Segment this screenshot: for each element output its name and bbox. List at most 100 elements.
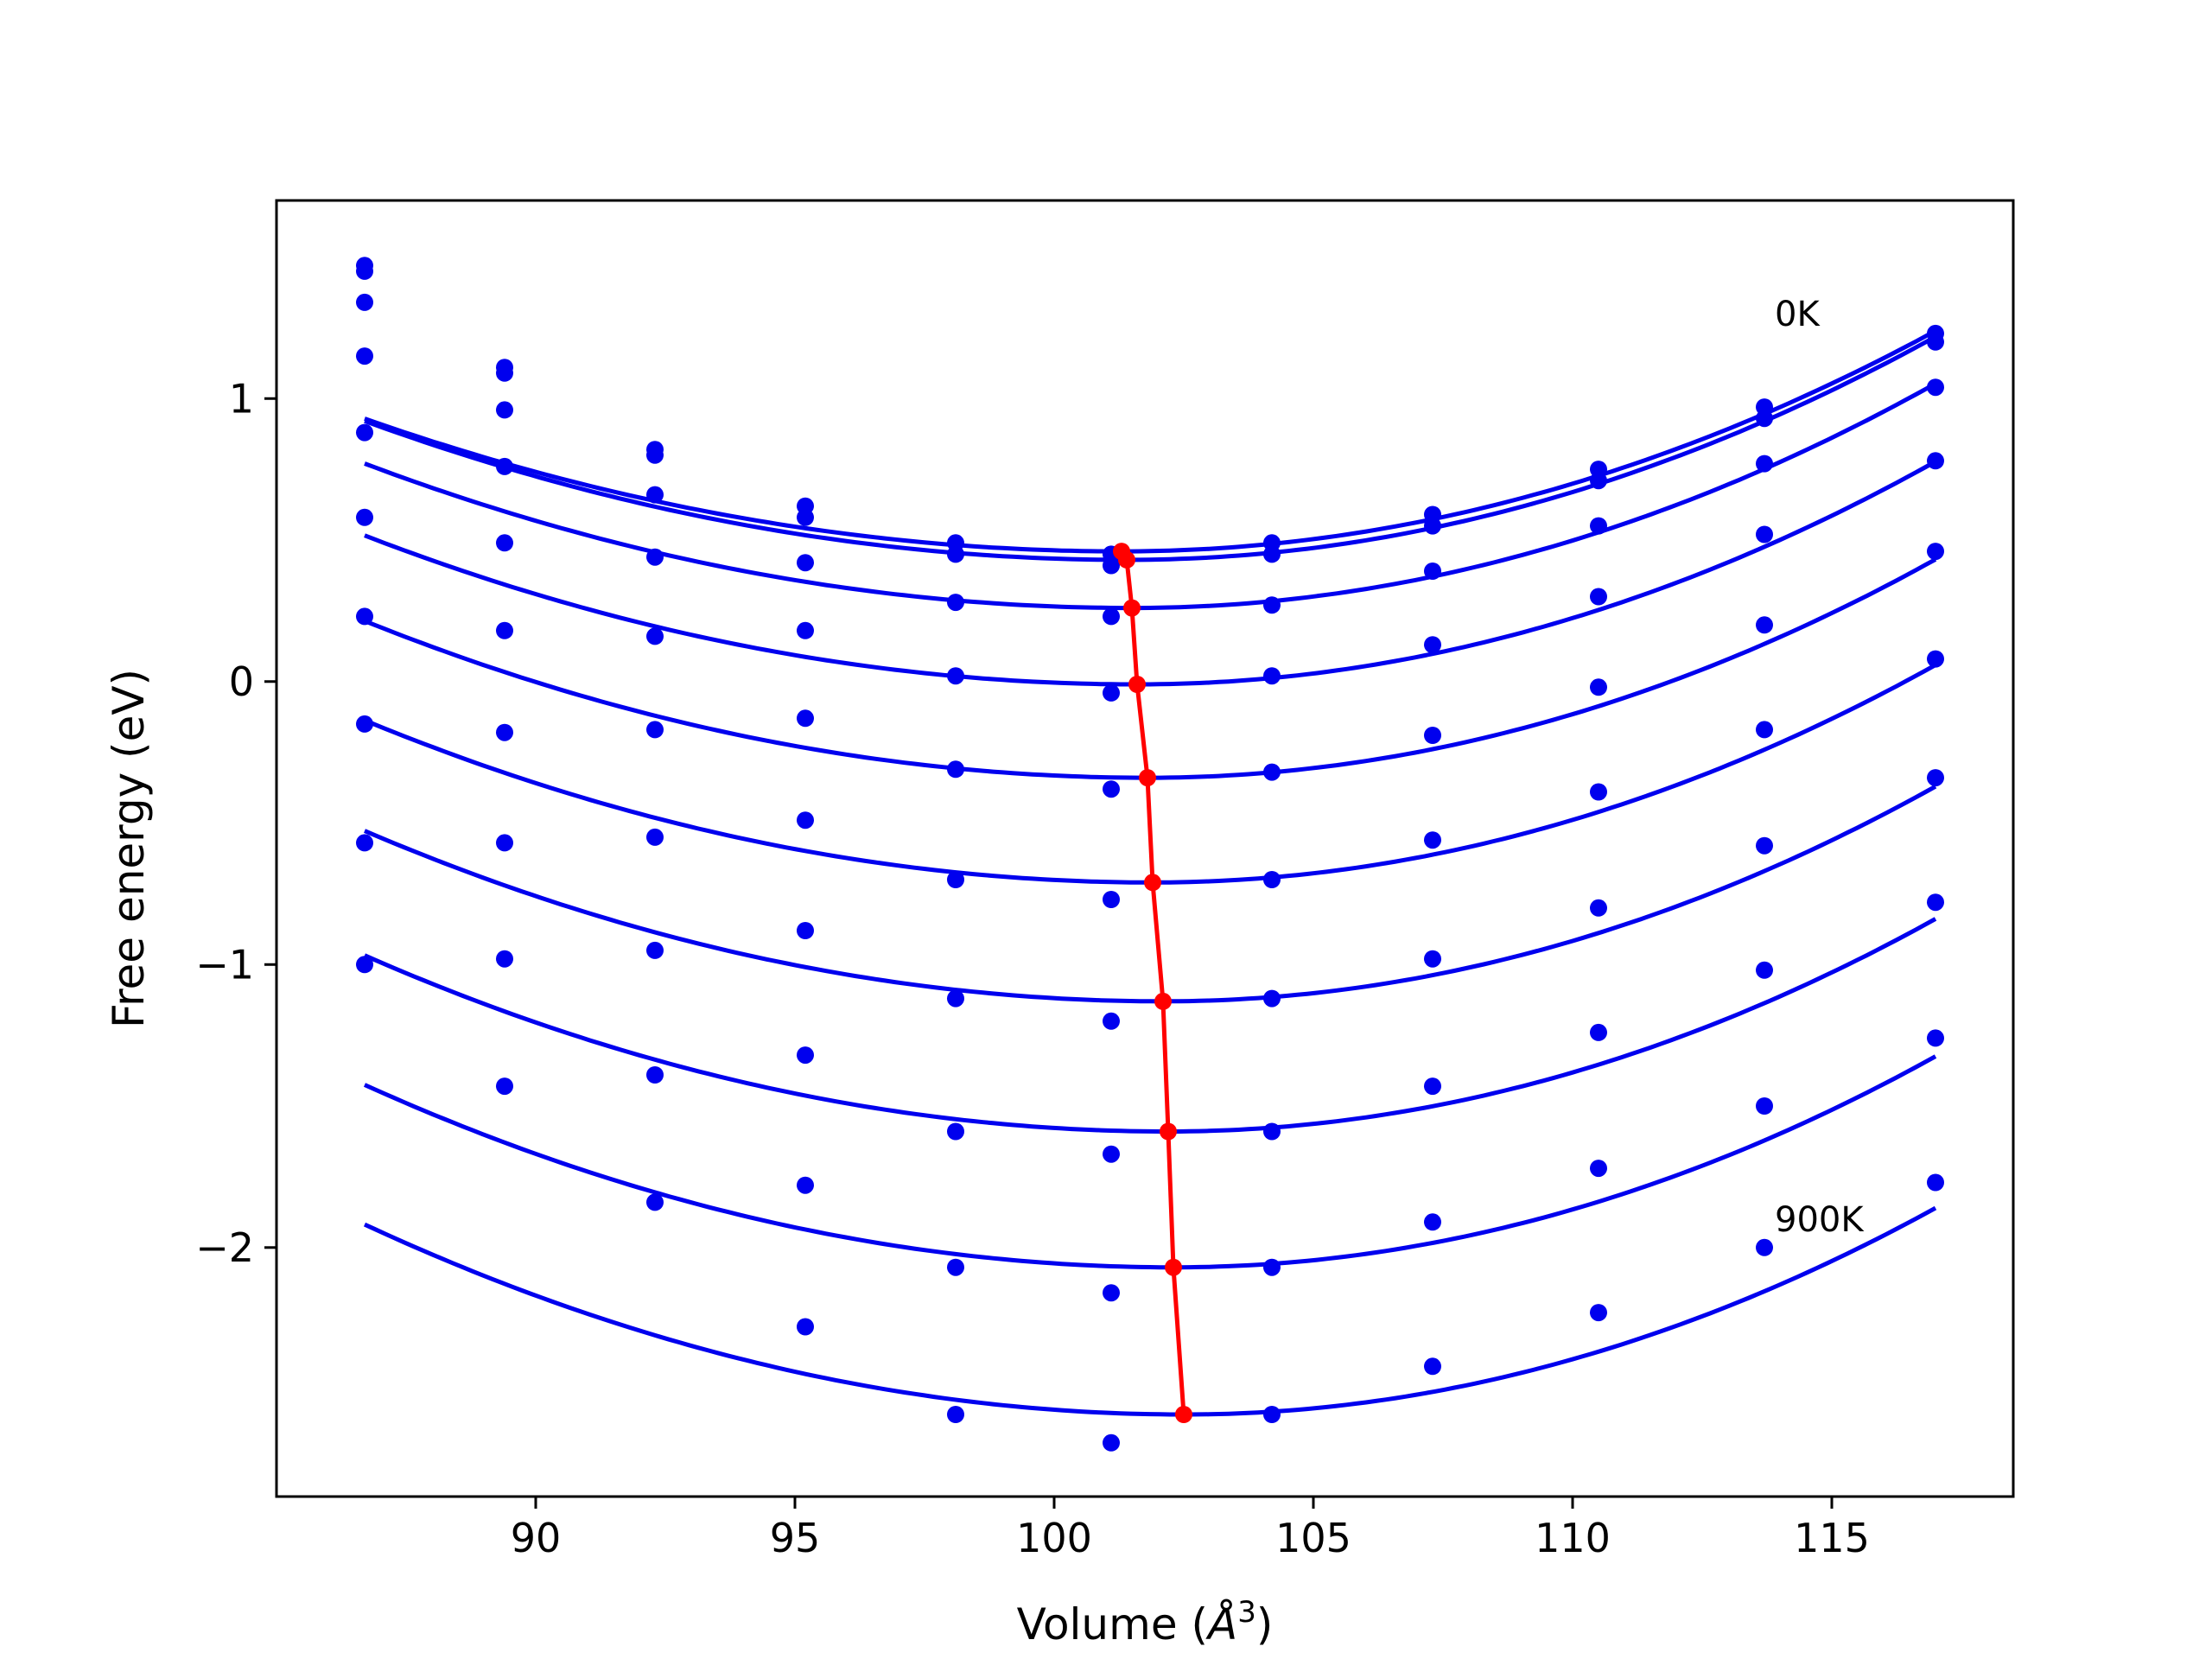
- data-point: [947, 1258, 964, 1276]
- plot-frame: [275, 199, 2015, 1498]
- data-point: [356, 834, 373, 852]
- data-point: [646, 627, 664, 645]
- data-point: [1103, 1284, 1120, 1302]
- y-tick-label: −2: [195, 1224, 254, 1271]
- data-point: [1263, 871, 1281, 888]
- data-point: [1424, 517, 1441, 535]
- data-point: [1263, 1258, 1281, 1276]
- data-point: [1424, 727, 1441, 744]
- data-point: [1590, 588, 1607, 606]
- data-point: [947, 545, 964, 563]
- data-point: [1103, 607, 1120, 626]
- data-point: [1103, 780, 1120, 798]
- data-point: [356, 508, 373, 526]
- data-point: [797, 1176, 814, 1194]
- data-point: [1927, 452, 1944, 470]
- data-point: [797, 811, 814, 830]
- data-point: [1756, 836, 1773, 855]
- data-point: [646, 1193, 664, 1211]
- data-point: [1424, 1357, 1441, 1376]
- annotation-layer: 0K 900K: [1775, 295, 1865, 1240]
- fit-curve-7: [363, 917, 1937, 1134]
- data-point: [1756, 721, 1773, 739]
- data-point: [496, 534, 513, 552]
- series-6: [356, 607, 1944, 1030]
- data-point: [356, 423, 373, 442]
- data-point: [1263, 1406, 1281, 1423]
- fit-curve-2: [364, 381, 1937, 611]
- temperature-annotation: 900K: [1775, 1200, 1865, 1240]
- data-point: [496, 457, 513, 475]
- data-point: [1263, 989, 1281, 1007]
- data-point: [1103, 1012, 1120, 1030]
- data-point: [1756, 410, 1773, 428]
- data-point: [496, 401, 513, 419]
- data-point: [1590, 678, 1607, 696]
- data-point: [496, 950, 513, 968]
- data-point: [1590, 1160, 1607, 1178]
- data-point: [1263, 1122, 1281, 1141]
- x-axis-label: Volume (Å3): [1017, 1595, 1274, 1649]
- data-point: [947, 760, 964, 779]
- y-tick-label: −1: [195, 941, 254, 988]
- minimum-line-layer: [1113, 543, 1192, 1423]
- data-point: [1590, 783, 1607, 801]
- series-layer: [356, 257, 1944, 1452]
- data-point: [1263, 596, 1281, 614]
- fit-curve-9: [363, 1205, 1937, 1417]
- data-point: [496, 364, 513, 382]
- data-point: [1424, 1077, 1441, 1096]
- data-point: [797, 1318, 814, 1336]
- x-tick-label: 110: [1535, 1515, 1611, 1561]
- minimum-point: [1128, 676, 1146, 693]
- data-point: [356, 293, 373, 311]
- y-axis-ticks: −2 −1 0 1: [195, 375, 276, 1271]
- data-point: [1263, 545, 1281, 563]
- data-point: [646, 486, 664, 504]
- data-point: [646, 1066, 664, 1084]
- minimum-point: [1175, 1406, 1192, 1423]
- data-point: [1927, 333, 1944, 351]
- data-point: [1590, 1304, 1607, 1322]
- data-point: [947, 667, 964, 685]
- data-point: [1927, 893, 1944, 912]
- data-point: [1103, 891, 1120, 908]
- y-axis-label: Free energy (eV): [104, 669, 154, 1028]
- data-point: [1927, 378, 1944, 397]
- fit-curve-0: [364, 328, 1937, 554]
- minimum-point: [1118, 550, 1135, 569]
- series-3: [356, 347, 1944, 702]
- data-point: [797, 554, 814, 572]
- x-tick-label: 95: [770, 1515, 821, 1561]
- data-point: [797, 508, 814, 526]
- series-1: [356, 262, 1944, 575]
- minimum-point: [1165, 1258, 1182, 1276]
- data-point: [1424, 1213, 1441, 1231]
- minimum-point: [1160, 1122, 1177, 1141]
- data-point: [356, 262, 373, 280]
- data-point: [947, 594, 964, 612]
- data-point: [1927, 650, 1944, 668]
- data-point: [1103, 683, 1120, 702]
- data-point: [496, 1077, 513, 1096]
- minimum-point: [1123, 599, 1141, 617]
- data-point: [1756, 616, 1773, 634]
- data-point: [496, 834, 513, 852]
- data-point: [1590, 899, 1607, 917]
- data-point: [646, 721, 664, 739]
- x-tick-label: 90: [511, 1515, 562, 1561]
- data-point: [356, 347, 373, 365]
- data-point: [1590, 1023, 1607, 1041]
- data-point: [797, 922, 814, 939]
- data-point: [797, 709, 814, 728]
- data-point: [356, 607, 373, 626]
- x-tick-label: 105: [1275, 1515, 1351, 1561]
- y-tick-label: 1: [229, 375, 254, 422]
- series-8: [356, 834, 1944, 1302]
- data-point: [1263, 763, 1281, 781]
- fit-curve-8: [363, 1054, 1937, 1270]
- series-9: [356, 956, 1944, 1452]
- y-tick-label: 0: [229, 658, 254, 705]
- minimum-point: [1144, 874, 1161, 892]
